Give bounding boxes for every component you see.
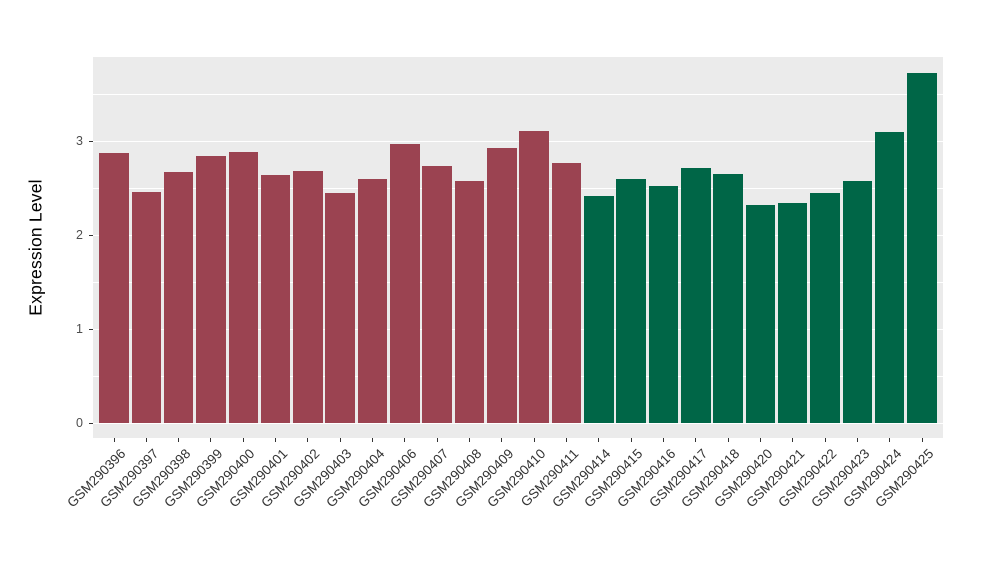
bar-GSM290409: [487, 147, 517, 423]
x-axis-tick: [533, 438, 535, 442]
x-axis-tick: [501, 438, 503, 442]
bar-GSM290397: [131, 191, 162, 423]
bar-GSM290402: [293, 171, 323, 423]
bar-GSM290401: [260, 174, 291, 423]
bar-GSM290418: [713, 173, 743, 423]
bar-GSM290411: [551, 162, 582, 423]
bar-GSM290407: [422, 166, 452, 423]
x-axis-tick: [727, 438, 729, 442]
bar-GSM290424: [874, 131, 905, 423]
bar-GSM290414: [584, 195, 614, 423]
bar-GSM290396: [99, 153, 129, 423]
x-axis-tick: [695, 438, 697, 442]
x-axis-tick: [889, 438, 891, 442]
bar-GSM290400: [228, 152, 259, 423]
bar-GSM290404: [357, 178, 388, 423]
bar-GSM290425: [907, 73, 937, 423]
x-axis-tick: [307, 438, 309, 442]
y-axis-tick: [89, 422, 93, 424]
x-axis-tick: [921, 438, 923, 442]
x-axis-tick: [178, 438, 180, 442]
x-axis-tick: [242, 438, 244, 442]
bar-GSM290415: [616, 178, 646, 423]
y-tick-label: 3: [76, 134, 83, 148]
bar-GSM290403: [325, 192, 355, 423]
bar-GSM290422: [810, 192, 840, 423]
x-axis-tick: [824, 438, 826, 442]
x-axis-tick: [113, 438, 115, 442]
major-gridline: [93, 328, 943, 331]
x-axis-tick: [856, 438, 858, 442]
x-axis-tick: [275, 438, 277, 442]
y-axis-tick: [89, 140, 93, 142]
minor-gridline: [93, 94, 943, 95]
y-axis-title: Expression Level: [18, 57, 54, 438]
x-axis-tick: [598, 438, 600, 442]
bar-GSM290408: [454, 181, 485, 423]
bar-GSM290423: [842, 181, 873, 423]
x-axis-tick: [469, 438, 471, 442]
bar-GSM290406: [390, 143, 420, 423]
y-axis-title-text: Expression Level: [25, 179, 46, 316]
bar-GSM290398: [163, 172, 194, 423]
minor-gridline: [93, 282, 943, 283]
y-axis-tick: [89, 328, 93, 330]
x-axis-tick: [436, 438, 438, 442]
x-axis-tick: [339, 438, 341, 442]
bar-GSM290399: [196, 156, 226, 423]
bar-GSM290421: [777, 203, 808, 423]
major-gridline: [93, 234, 943, 237]
bar-GSM290410: [519, 130, 549, 423]
x-axis-tick: [372, 438, 374, 442]
x-axis-tick: [792, 438, 794, 442]
minor-gridline: [93, 188, 943, 189]
minor-gridline: [93, 376, 943, 377]
bar-GSM290416: [648, 186, 679, 423]
x-axis-tick: [662, 438, 664, 442]
x-axis-tick: [630, 438, 632, 442]
x-axis-tick: [565, 438, 567, 442]
x-axis-tick: [759, 438, 761, 442]
y-tick-label: 1: [76, 322, 83, 336]
bar-GSM290420: [745, 204, 776, 423]
x-axis-tick: [145, 438, 147, 442]
bar-GSM290417: [681, 168, 711, 423]
x-axis-tick: [210, 438, 212, 442]
y-axis-tick: [89, 234, 93, 236]
y-tick-label: 0: [76, 416, 83, 430]
y-tick-label: 2: [76, 228, 83, 242]
major-gridline: [93, 422, 943, 425]
x-axis-tick: [404, 438, 406, 442]
major-gridline: [93, 140, 943, 143]
